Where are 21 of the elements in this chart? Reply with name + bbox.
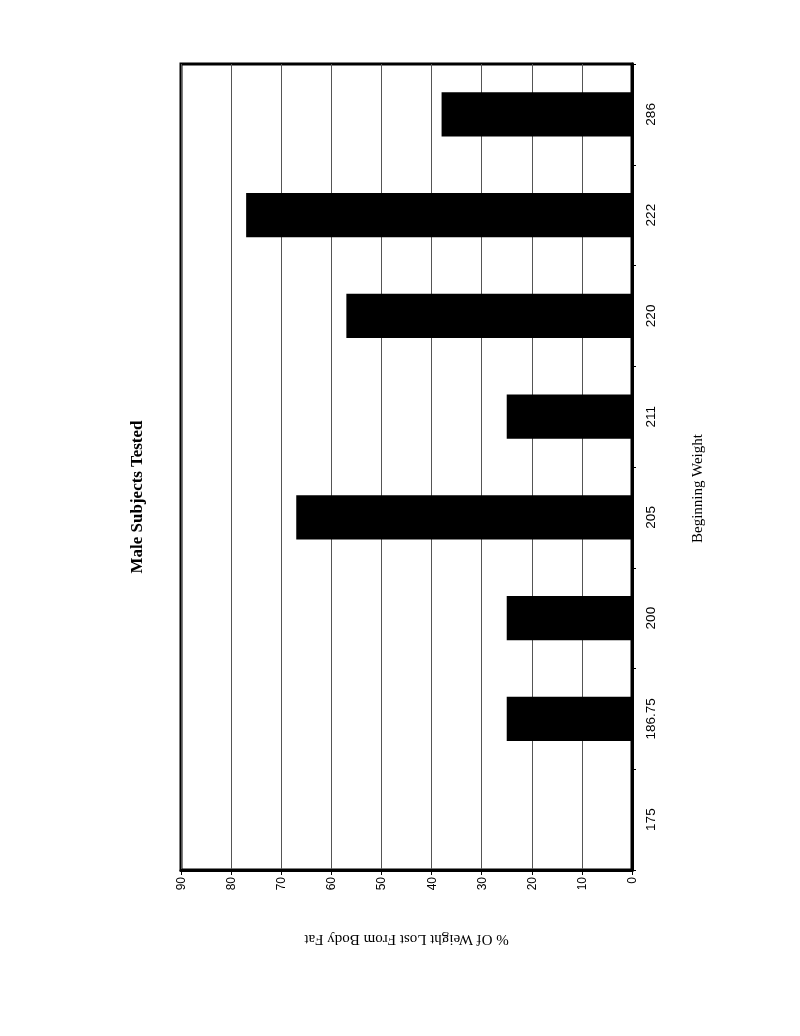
x-tick-label: 30 [474,876,489,891]
x-tick-label: 60 [324,876,339,891]
x-tick-label: 40 [424,876,439,891]
y-tick-label: 175 [642,808,658,831]
y-tick-label: 211 [642,405,658,428]
x-tick-label: 90 [174,876,188,891]
text: Male Subjects Tested [126,419,146,574]
y-tick-label: 220 [642,304,658,328]
x-tick-label: 50 [374,876,389,891]
x-tick-label: 20 [524,876,539,891]
y-tick-label: 286 [642,103,658,126]
x-tick-label: 70 [274,876,289,891]
y-axis-title: Beginning Weight [688,433,705,543]
y-tick-label: 186.75 [642,698,658,740]
x-tick-label: 80 [224,876,239,891]
y-tick-label: 200 [642,606,658,630]
y-tick-label: 205 [642,506,658,529]
x-tick-label: 10 [574,876,589,891]
x-axis-title: % Of Weight Lost From Body Fat [303,931,509,948]
x-tick-label: 0 [625,876,639,884]
y-tick-label: 222 [642,203,658,227]
